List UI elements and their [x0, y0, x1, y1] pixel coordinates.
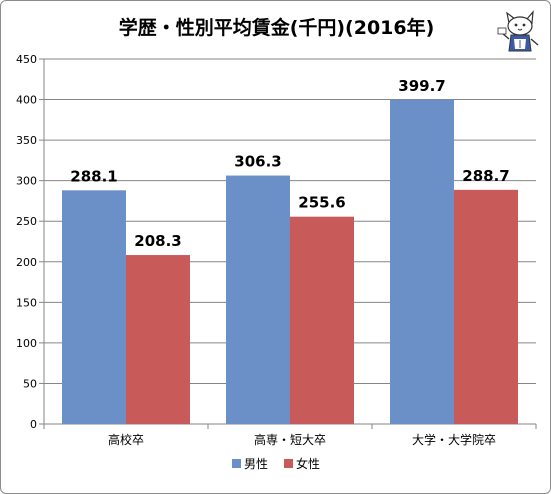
legend-swatch-female: [284, 459, 293, 468]
legend-label-male: 男性: [244, 457, 268, 471]
bar-male-0: [62, 190, 126, 424]
y-tick-label: 350: [16, 134, 37, 147]
y-tick-label: 100: [16, 337, 37, 350]
data-label: 399.7: [398, 77, 445, 95]
legend-label-female: 女性: [296, 456, 320, 471]
cat-mascot-icon: [497, 10, 539, 52]
y-tick-label: 450: [16, 53, 37, 66]
data-label: 288.7: [462, 167, 509, 185]
y-tick-label: 0: [30, 418, 37, 431]
y-tick-label: 150: [16, 296, 37, 309]
y-tick-label: 400: [16, 94, 37, 107]
bar-female-0: [126, 255, 190, 424]
bar-male-2: [390, 99, 454, 424]
bar-female-1: [290, 216, 354, 424]
bar-male-1: [226, 175, 290, 424]
legend-swatch-male: [232, 459, 241, 468]
x-tick-label: 大学・大学院卒: [412, 432, 496, 447]
y-tick-label: 50: [23, 377, 37, 390]
data-label: 208.3: [134, 232, 181, 250]
x-tick-label: 高校卒: [108, 432, 144, 447]
y-tick-label: 200: [16, 256, 37, 269]
chart-title: 学歴・性別平均賃金(千円)(2016年): [118, 17, 435, 39]
data-label: 306.3: [234, 153, 281, 171]
bar-female-2: [454, 189, 518, 424]
data-label: 288.1: [70, 167, 117, 185]
y-tick-label: 300: [16, 175, 37, 188]
data-label: 255.6: [298, 194, 345, 212]
x-tick-label: 高専・短大卒: [254, 432, 326, 447]
y-tick-label: 250: [16, 215, 37, 228]
